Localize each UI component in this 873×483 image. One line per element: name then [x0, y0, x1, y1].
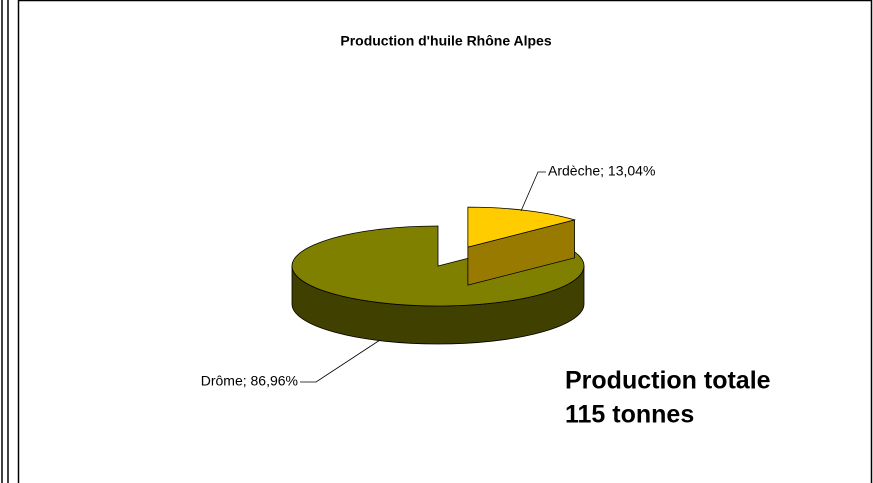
slice — [291, 225, 585, 307]
chart-title: Production d'huile Rhône Alpes — [340, 33, 551, 49]
leader-line — [300, 339, 381, 383]
leader-line — [520, 171, 546, 212]
slice — [467, 206, 577, 248]
annotation: 115 tonnes — [565, 401, 694, 429]
chart-frame — [17, 0, 873, 483]
annotation: Production totale — [565, 367, 771, 395]
data-label: Ardèche; 13,04% — [548, 163, 655, 179]
data-label: Drôme; 86,96% — [201, 373, 298, 389]
